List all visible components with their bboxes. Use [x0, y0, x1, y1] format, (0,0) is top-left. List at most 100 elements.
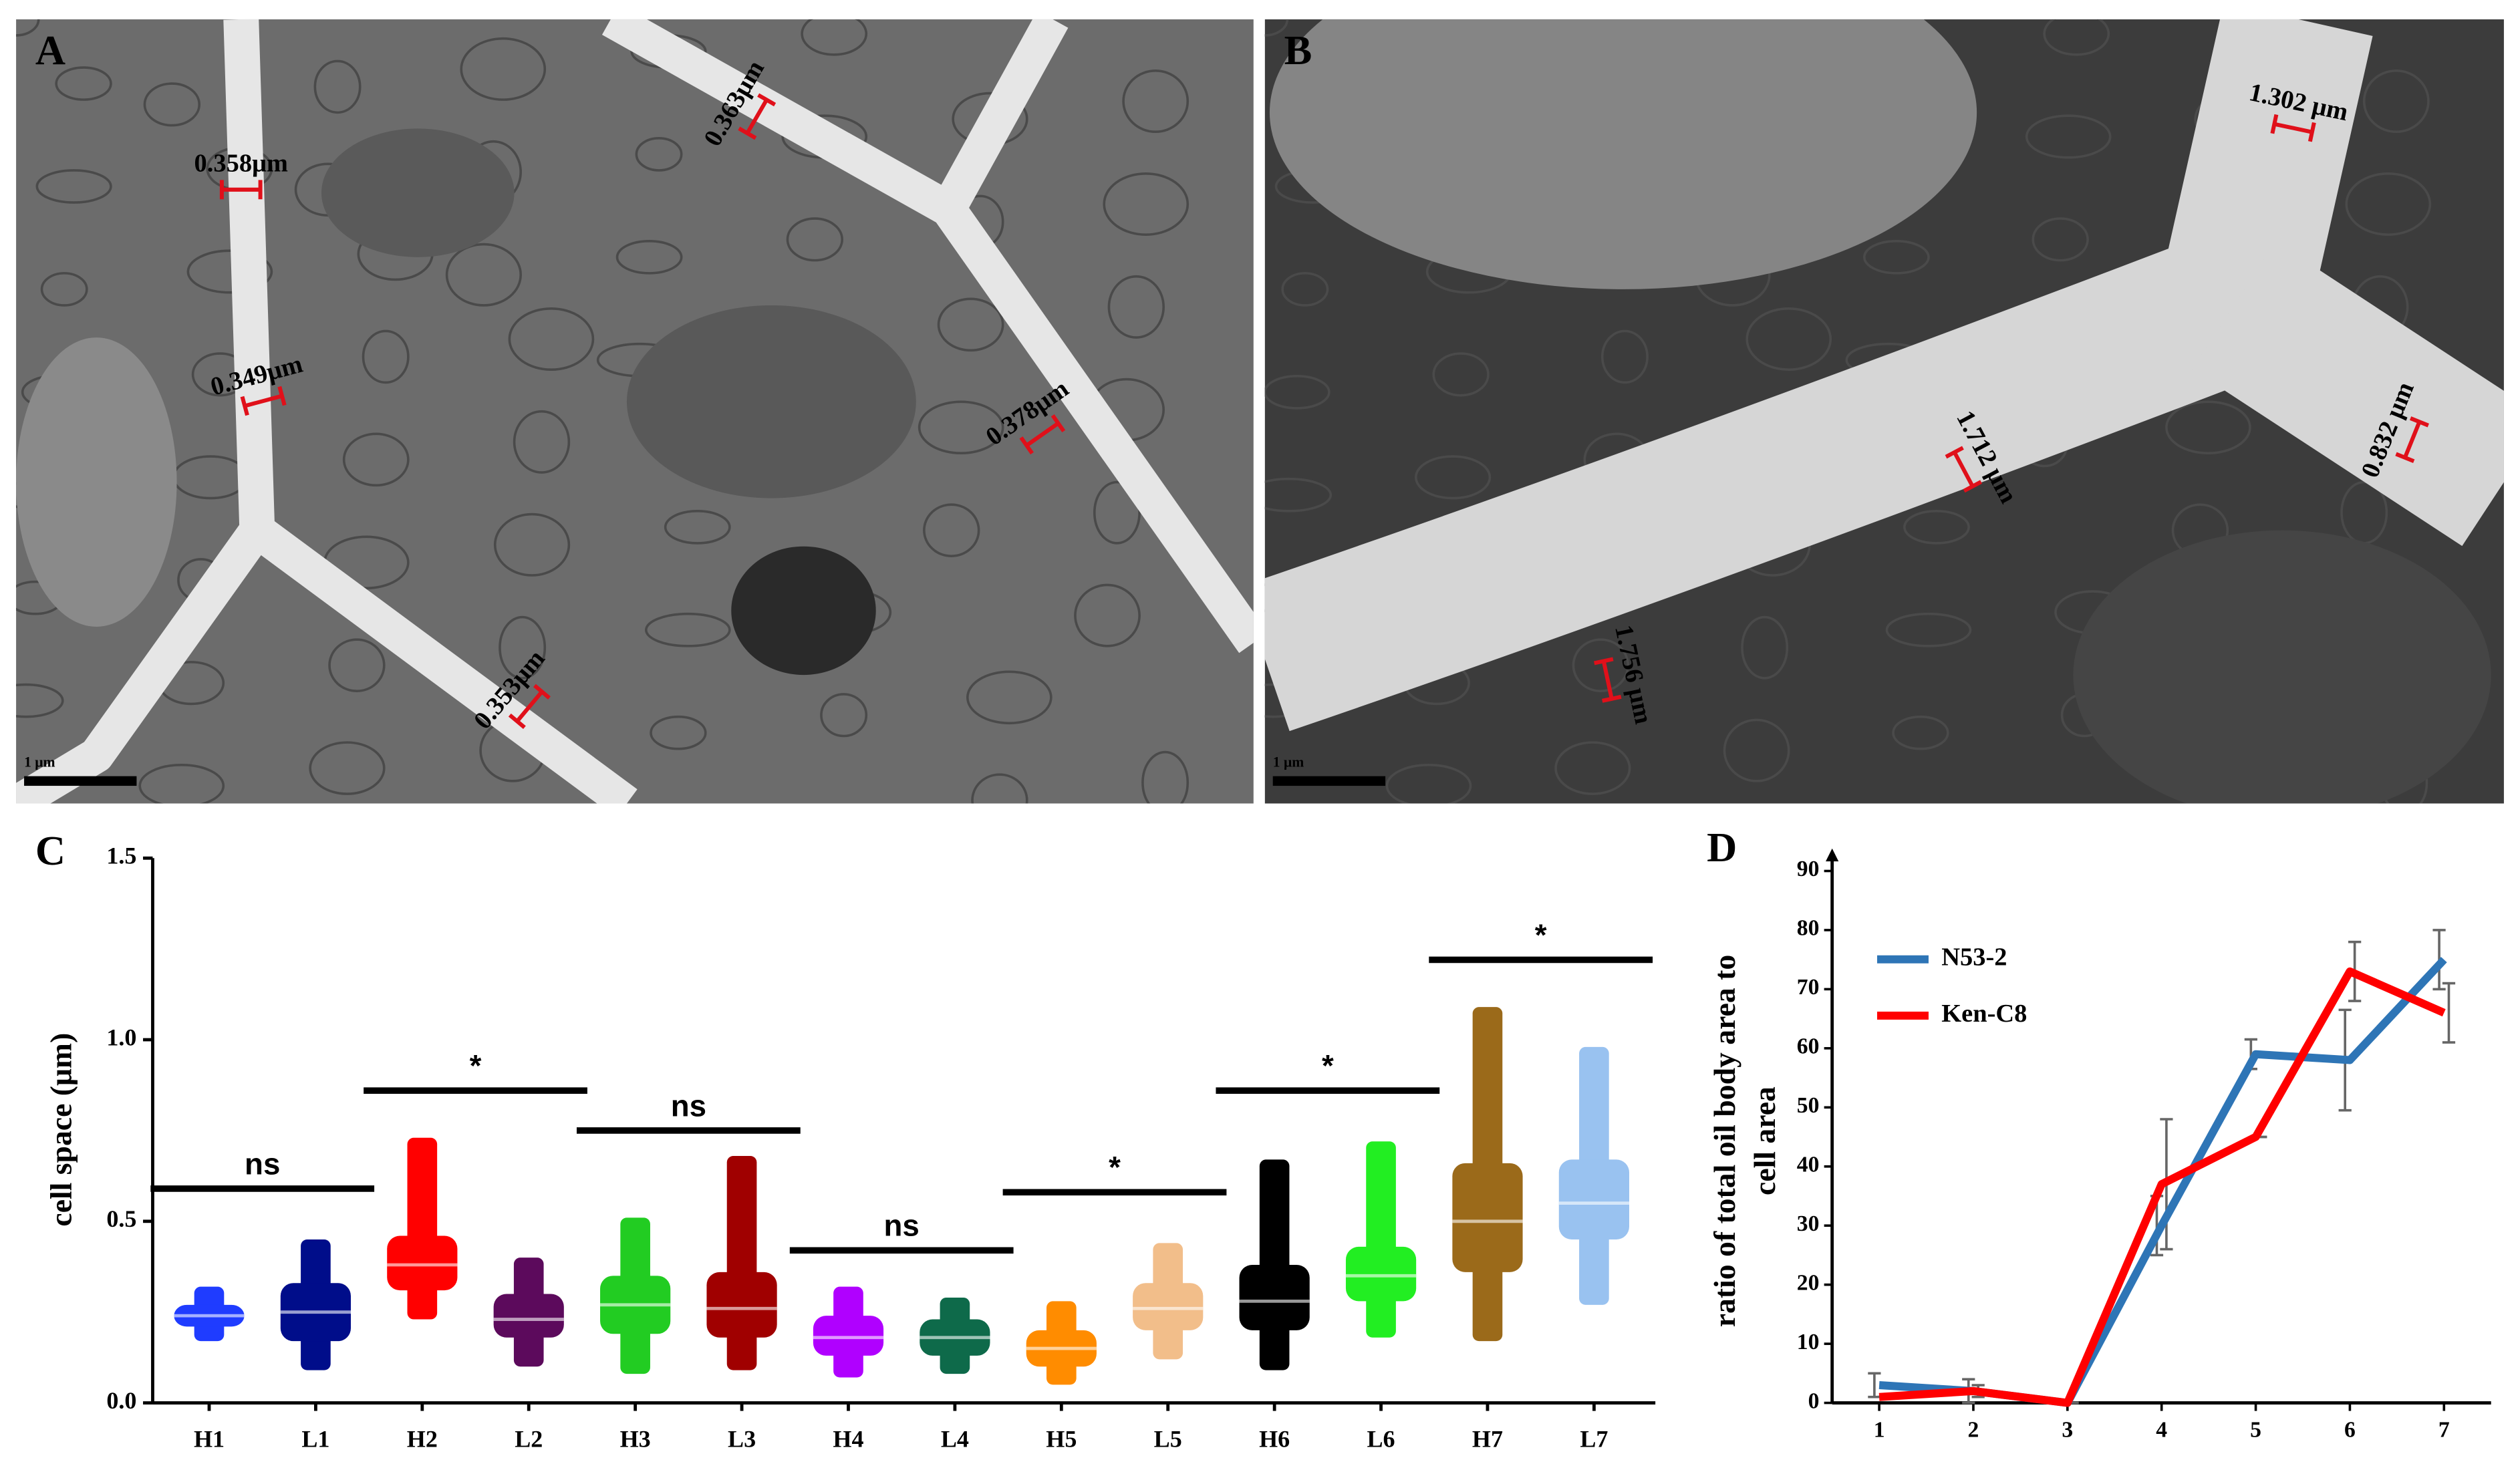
significance-label: * [470, 1049, 482, 1083]
significance-label: ns [245, 1147, 280, 1181]
y-tick-label: 70 [1797, 975, 1820, 1000]
oil-body [1264, 477, 1333, 512]
oil-body [309, 741, 386, 795]
significance-label: * [1535, 918, 1547, 952]
y-tick-label: 20 [1797, 1270, 1820, 1295]
oil-body [2362, 69, 2430, 134]
oil-body [1074, 583, 1141, 647]
oil-body [186, 249, 273, 294]
axis-arrow [1826, 848, 1839, 862]
oil-body [1862, 239, 1930, 275]
measure-cap [1963, 480, 1982, 493]
whisker [407, 1137, 438, 1320]
x-tick-label: 1 [1874, 1418, 1885, 1443]
x-tick-label: H3 [620, 1426, 651, 1453]
oil-body [966, 670, 1053, 725]
organelle [1270, 19, 1977, 289]
x-tick-label: L2 [515, 1426, 543, 1453]
measure-cap [277, 386, 287, 406]
measure-bar [1953, 451, 1975, 488]
oil-body [1892, 715, 1949, 750]
oil-body [1600, 329, 1649, 384]
x-tick-label: H6 [1259, 1426, 1290, 1453]
oil-body [1107, 275, 1165, 339]
x-tick-label: 2 [1968, 1418, 1979, 1443]
cell-wall [1264, 19, 2373, 732]
scale-bar-label: 1 μm [24, 754, 55, 770]
y-tick-label: 60 [1797, 1034, 1820, 1059]
panel-label: A [35, 27, 65, 73]
x-tick-label: L6 [1367, 1426, 1395, 1453]
oil-body [923, 503, 980, 557]
x-tick-label: H4 [833, 1426, 863, 1453]
y-axis-label: cell area [1747, 1086, 1782, 1195]
measure-bar [515, 690, 544, 723]
y-tick-label: 0.5 [106, 1205, 136, 1232]
x-tick-label: L7 [1580, 1426, 1608, 1453]
oil-body [143, 82, 201, 127]
oil-body [460, 37, 547, 101]
measure-bar [244, 394, 283, 408]
organelle [626, 305, 916, 498]
oil-body [1745, 307, 1832, 371]
y-tick-label: 50 [1797, 1093, 1820, 1118]
oil-body [1264, 374, 1331, 410]
panel-label: B [1284, 27, 1312, 73]
y-tick-label: 1.5 [106, 843, 136, 869]
x-tick-label: 5 [2250, 1418, 2261, 1443]
oil-body [1432, 352, 1490, 397]
x-tick-label: 3 [2062, 1418, 2073, 1443]
x-tick-label: H2 [407, 1426, 438, 1453]
oil-body [1103, 172, 1189, 236]
oil-body [2032, 217, 2089, 262]
significance-label: * [1322, 1049, 1334, 1083]
x-tick-label: L5 [1154, 1426, 1182, 1453]
y-tick-label: 90 [1797, 857, 1820, 881]
oil-body [138, 763, 225, 804]
x-tick-label: L1 [301, 1426, 329, 1453]
legend-label: N53-2 [1941, 943, 2007, 972]
measure-bar [2273, 122, 2313, 134]
oil-body [313, 59, 362, 114]
x-tick-label: L3 [728, 1426, 756, 1453]
measure-cap [1602, 694, 1622, 703]
oil-body [1414, 455, 1492, 500]
measure-cap [2395, 452, 2415, 464]
oil-body [16, 683, 64, 718]
measurement: 0.358μm [194, 150, 288, 200]
x-tick-label: 6 [2344, 1418, 2356, 1443]
oil-body [635, 137, 683, 172]
measure-cap [757, 93, 777, 107]
cell-wall [2192, 241, 2504, 547]
box [706, 1272, 777, 1338]
y-axis-label: ratio of total oil body area to [1707, 955, 1741, 1327]
oil-body [499, 615, 547, 680]
oil-body [1741, 615, 1789, 680]
oil-body [1093, 480, 1141, 545]
oil-body [1723, 718, 1790, 782]
oil-body [35, 169, 112, 204]
series-line [1878, 967, 2446, 1407]
measure-bar [2403, 421, 2422, 458]
y-tick-label: 40 [1797, 1152, 1820, 1177]
oil-body [1572, 638, 1630, 692]
micrograph [1264, 19, 2504, 804]
measure-cap [2307, 122, 2316, 142]
box [493, 1294, 564, 1338]
oil-body [1554, 741, 1631, 795]
organelle [321, 128, 515, 257]
y-tick-label: 1.0 [106, 1024, 136, 1050]
whisker [1366, 1141, 1396, 1338]
oil-body [508, 307, 595, 371]
y-tick-label: 10 [1797, 1330, 1820, 1354]
measure-bar [745, 98, 768, 134]
measure-cap [738, 126, 757, 140]
measure-cap [1051, 414, 1066, 433]
panel-label: C [35, 827, 65, 874]
box [1239, 1265, 1310, 1330]
measure-cap [508, 713, 526, 730]
measure-cap [2409, 416, 2429, 428]
oil-body [445, 243, 523, 307]
x-tick-label: H1 [194, 1426, 225, 1453]
